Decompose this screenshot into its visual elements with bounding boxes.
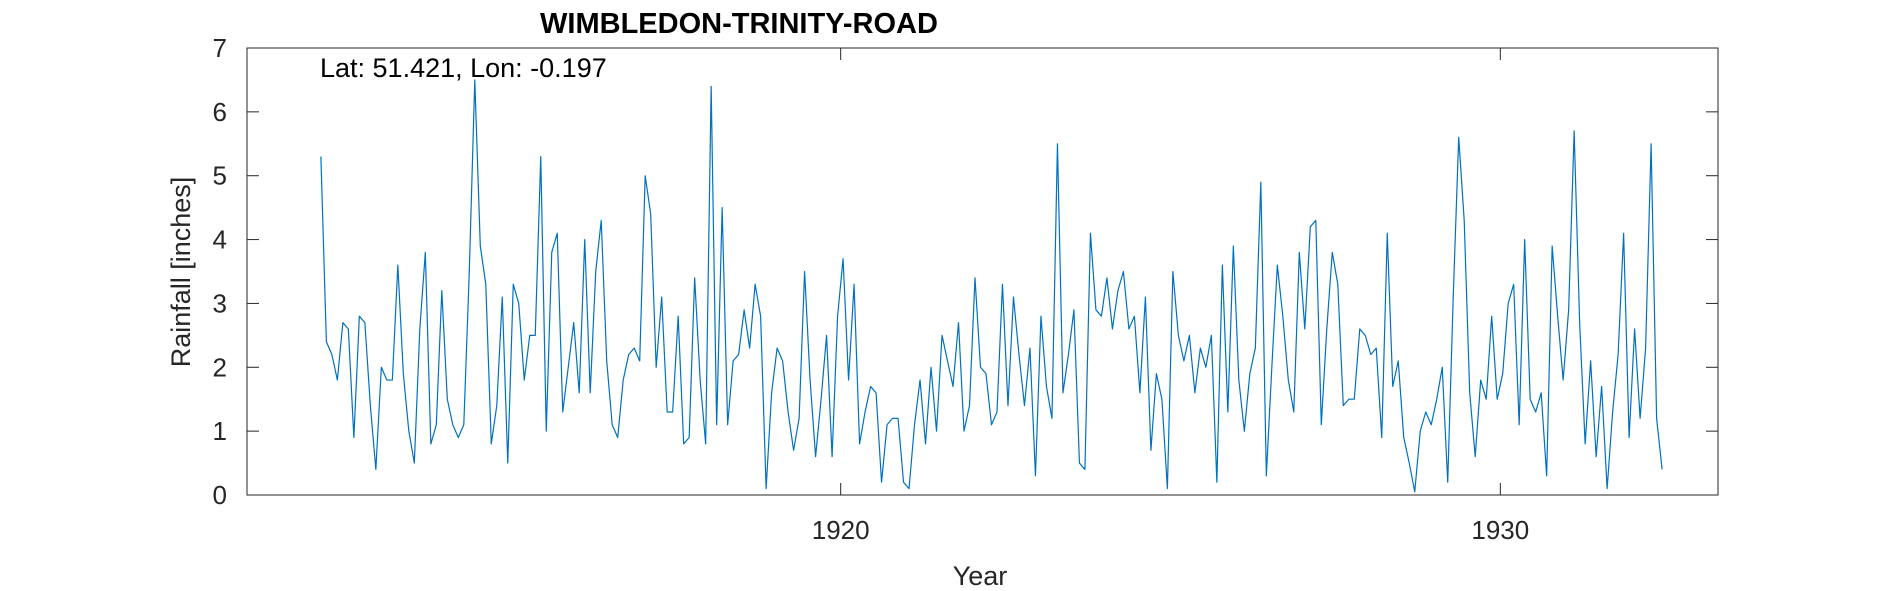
series-line-rainfall	[320, 79, 1663, 493]
y-axis-label: Rainfall [inches]	[166, 177, 196, 368]
y-tick-label: 1	[213, 416, 227, 446]
y-tick-label: 5	[213, 161, 227, 191]
y-tick-labels: 0 1 2 3 4 5 6 7	[213, 33, 227, 510]
y-tick-label: 7	[213, 33, 227, 63]
plot-area-box	[246, 47, 1719, 496]
chart-title: WIMBLEDON-TRINITY-ROAD	[540, 8, 938, 40]
x-tick-label: 1930	[1471, 515, 1529, 545]
location-annotation: Lat: 51.421, Lon: -0.197	[320, 53, 607, 83]
axis-ticks	[247, 47, 1718, 496]
x-axis-label: Year	[953, 561, 1008, 591]
x-tick-label: 1920	[812, 515, 870, 545]
x-tick-labels: 1920 1930	[812, 515, 1529, 545]
y-tick-label: 4	[213, 225, 227, 255]
y-tick-label: 2	[213, 352, 227, 382]
y-tick-label: 0	[213, 480, 227, 510]
y-tick-label: 6	[213, 97, 227, 127]
y-tick-label: 3	[213, 288, 227, 318]
